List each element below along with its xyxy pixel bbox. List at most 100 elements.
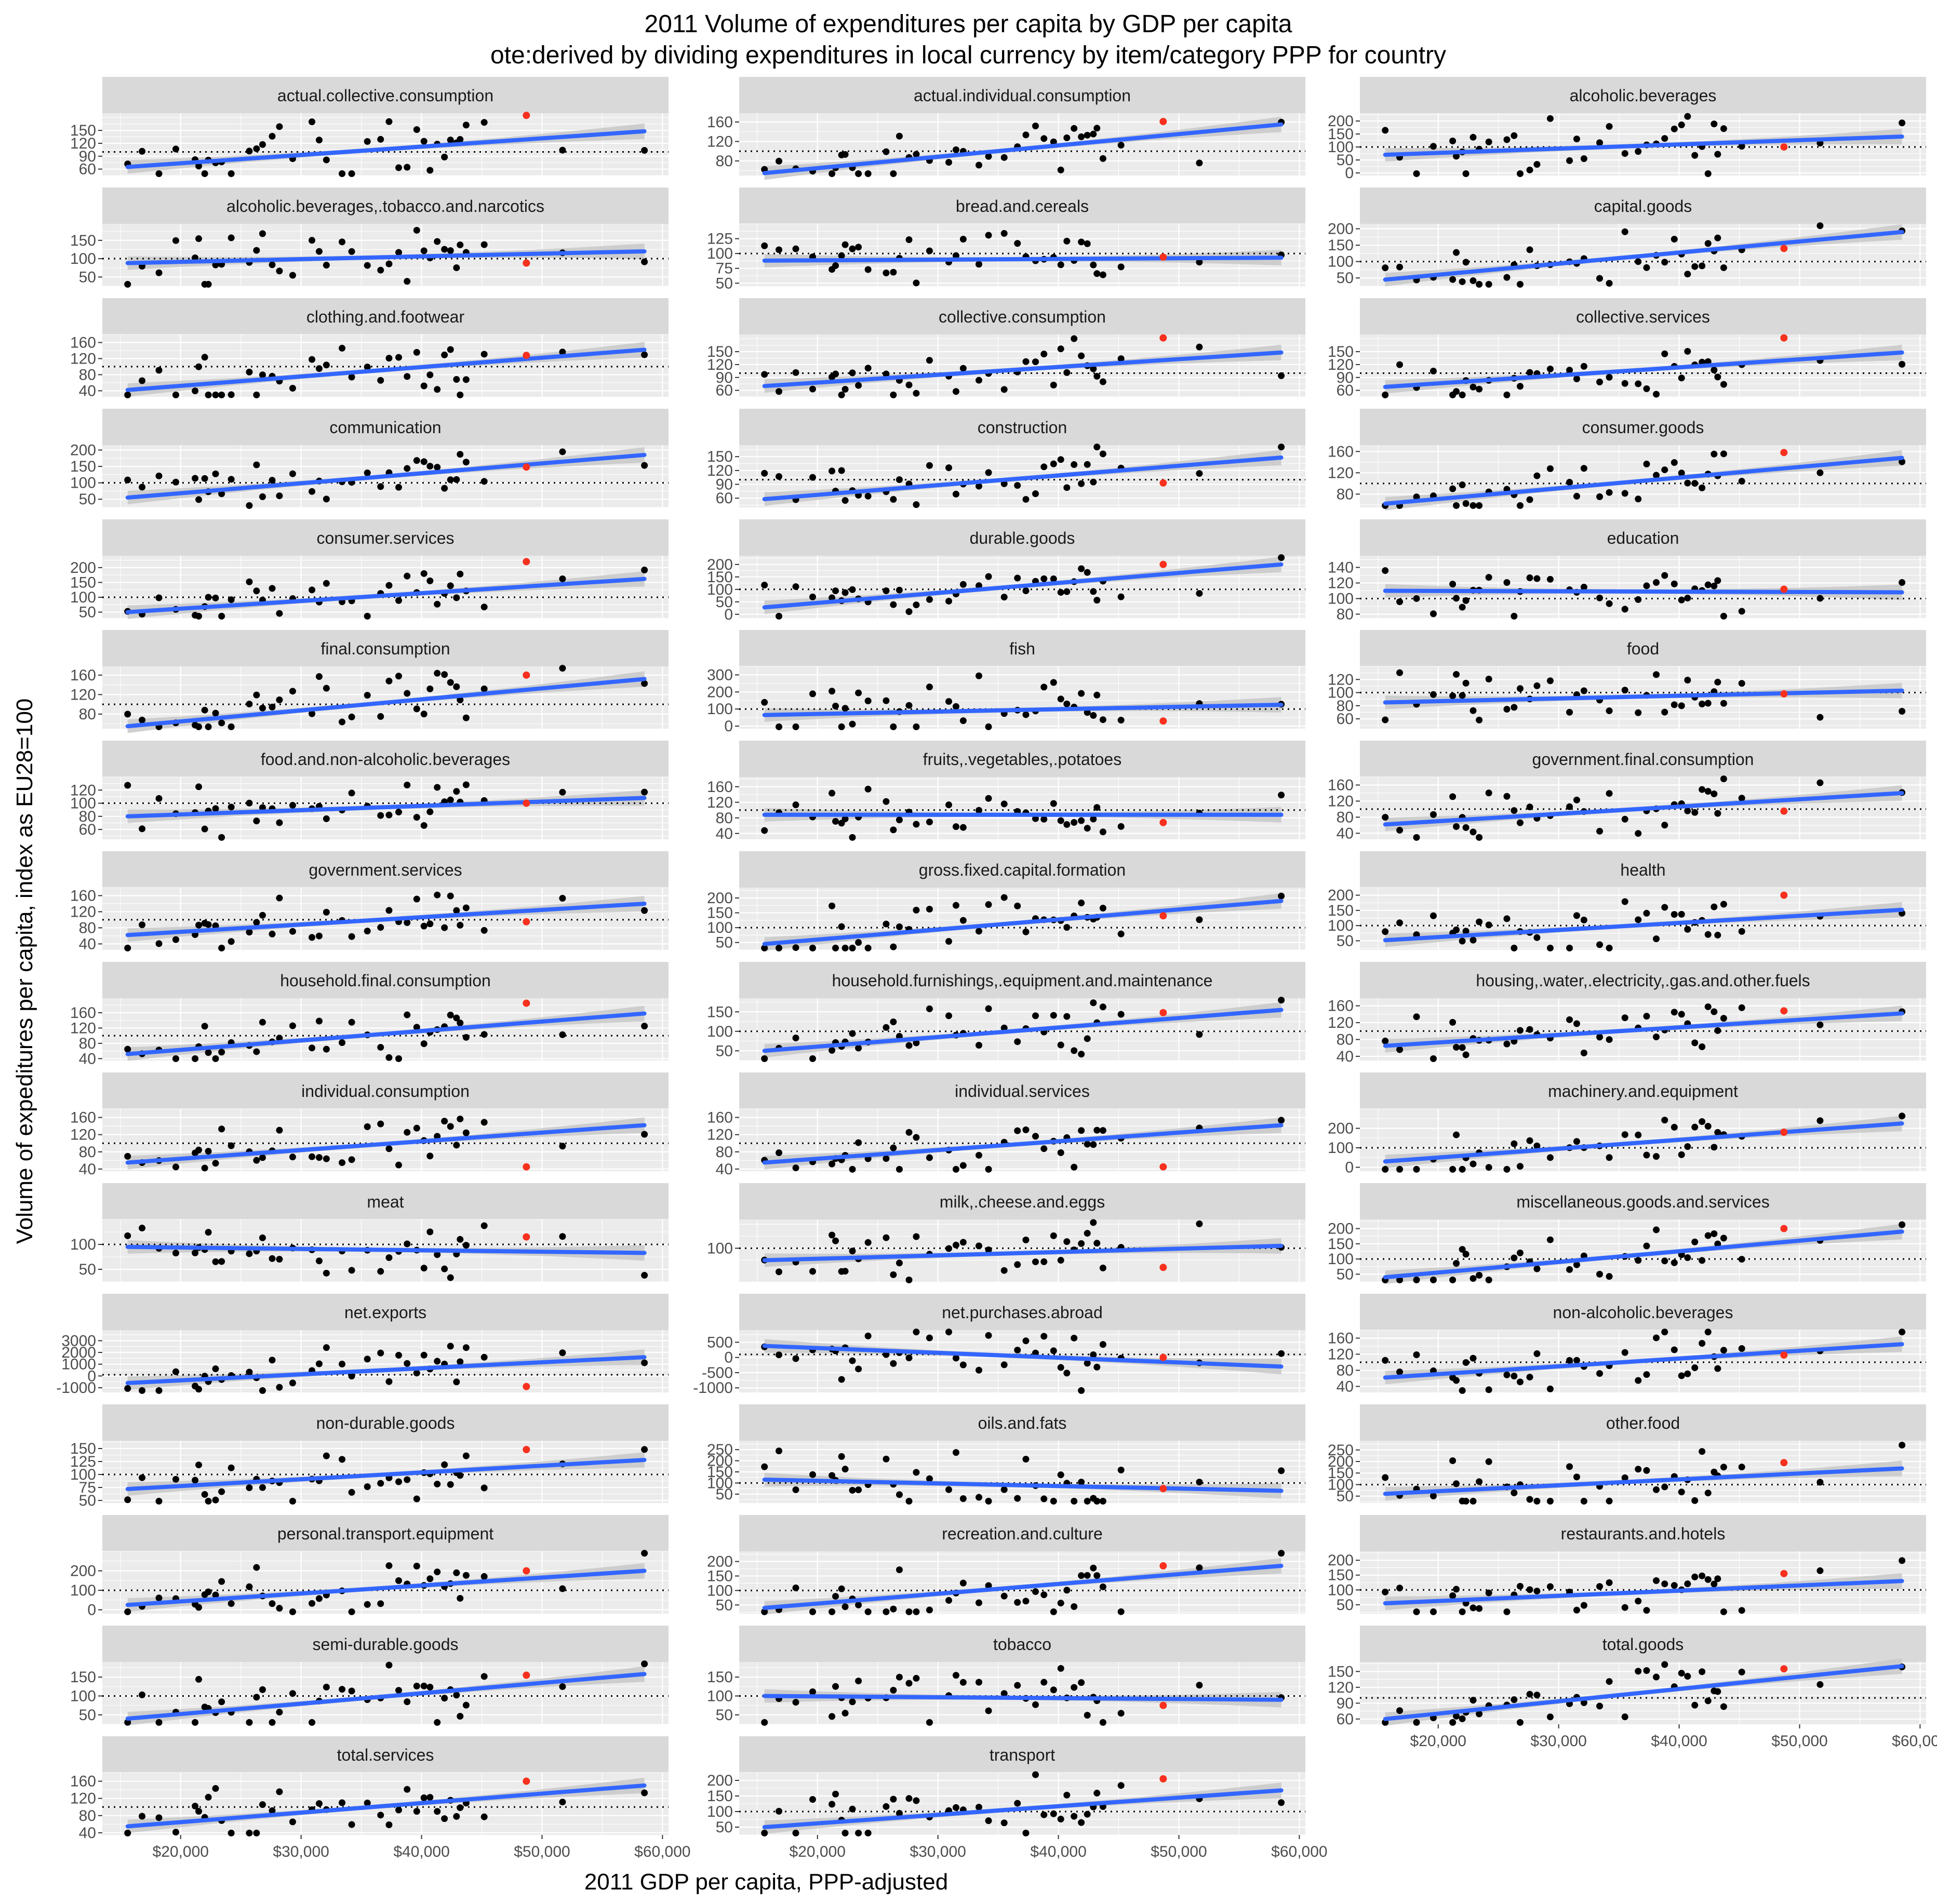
data-point (195, 1604, 203, 1611)
data-point (269, 703, 276, 710)
data-point (377, 812, 384, 819)
y-tick-label: 80 (79, 1035, 96, 1052)
highlight-point (1780, 1459, 1788, 1467)
data-point (1546, 1154, 1554, 1161)
data-point (155, 170, 163, 177)
y-tick-label: 100 (707, 1023, 733, 1040)
fit-line (1383, 688, 1904, 705)
facet-strip (1360, 1072, 1926, 1109)
data-point (829, 1608, 836, 1615)
data-point (776, 1351, 783, 1359)
data-point (761, 371, 768, 378)
data-point (1596, 941, 1604, 948)
data-point (426, 371, 434, 379)
data-point (945, 597, 953, 605)
data-point (1653, 671, 1660, 678)
y-tick-label: 100 (70, 250, 96, 267)
data-point (832, 262, 839, 269)
y-tick-label: 150 (707, 1003, 733, 1021)
data-point (457, 1236, 464, 1243)
data-point (559, 665, 566, 672)
data-point (259, 141, 266, 148)
data-point (212, 261, 219, 269)
data-point (1117, 593, 1125, 600)
data-point (218, 1125, 225, 1133)
data-point (1699, 786, 1706, 793)
facet-strip (102, 1515, 669, 1551)
data-point (985, 232, 992, 239)
data-point (1711, 790, 1718, 798)
data-point (1022, 1456, 1030, 1463)
data-point (1580, 916, 1587, 923)
data-point (1621, 1474, 1628, 1481)
data-point (913, 821, 920, 828)
data-point (905, 1129, 913, 1136)
data-point (1449, 137, 1457, 144)
data-point (155, 1594, 163, 1602)
data-point (896, 1566, 903, 1574)
data-point (976, 1599, 983, 1606)
data-point (1621, 150, 1628, 157)
facet-strip (102, 962, 669, 998)
data-point (1462, 259, 1470, 266)
data-point (447, 1274, 454, 1281)
data-point (413, 1808, 420, 1815)
data-point (1566, 157, 1573, 164)
data-point (253, 1829, 260, 1836)
data-point (1084, 1497, 1091, 1505)
data-point (838, 723, 845, 730)
data-point (1720, 901, 1727, 908)
data-point (1738, 928, 1745, 935)
data-point (377, 136, 384, 143)
data-point (395, 1161, 403, 1169)
data-point (1078, 565, 1085, 572)
y-tick-label: 120 (707, 356, 733, 373)
y-tick-label: 150 (70, 458, 96, 475)
data-point (1691, 1364, 1699, 1371)
data-point (1546, 115, 1554, 122)
data-point (832, 944, 839, 951)
data-point (404, 1129, 411, 1136)
data-point (246, 701, 253, 708)
data-point (849, 369, 856, 377)
data-point (1661, 572, 1668, 579)
data-point (453, 1813, 460, 1820)
data-point (952, 703, 959, 710)
fit-line (762, 122, 1284, 176)
facet-strip (739, 1072, 1305, 1109)
data-point (945, 159, 953, 166)
data-point (1653, 579, 1660, 586)
facet-strip-label: actual.collective.consumption (277, 86, 493, 105)
data-point (1117, 717, 1125, 724)
y-tick-label: 150 (707, 1464, 733, 1481)
data-point (395, 164, 403, 171)
data-point (377, 1120, 384, 1128)
data-point (1714, 1688, 1721, 1695)
y-tick-label: 150 (1328, 237, 1354, 254)
data-point (339, 1360, 346, 1367)
data-point (364, 928, 371, 935)
data-point (218, 490, 225, 498)
panel-miscellaneous-goods-and-services: miscellaneous.goods.and.services50100150… (1328, 1183, 1926, 1284)
data-point (201, 1491, 208, 1498)
data-point (1057, 261, 1064, 269)
y-tick-label: 40 (79, 1161, 96, 1178)
data-point (253, 461, 260, 468)
data-point (1413, 170, 1420, 177)
data-point (201, 1023, 208, 1030)
data-point (1720, 1015, 1727, 1022)
y-tick-label: 200 (707, 1553, 733, 1571)
data-point (855, 1365, 862, 1373)
data-point (809, 690, 816, 698)
data-point (1671, 1259, 1678, 1266)
y-tick-label: 300 (707, 666, 733, 683)
data-point (1816, 595, 1824, 602)
data-point (377, 377, 384, 384)
data-point (1816, 779, 1824, 786)
data-point (1196, 159, 1203, 167)
data-point (1671, 1346, 1678, 1353)
data-point (1063, 924, 1071, 931)
data-point (323, 580, 330, 587)
highlight-point (523, 671, 530, 679)
